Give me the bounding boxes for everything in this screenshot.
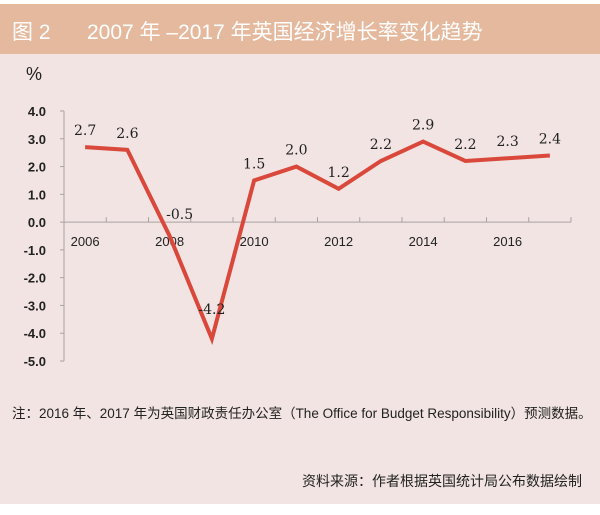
data-label: 2.7 bbox=[74, 123, 96, 139]
figure-number: 图 2 bbox=[12, 21, 51, 44]
series-line bbox=[84, 139, 551, 346]
y-tick-label: 4.0 bbox=[28, 104, 46, 119]
y-tick-label: 0.0 bbox=[28, 215, 46, 230]
chart-body bbox=[0, 54, 600, 504]
chart-note: 注：2016 年、2017 年为英国财政责任办公室（The Office for… bbox=[12, 406, 592, 421]
data-label: 2.2 bbox=[370, 137, 392, 153]
data-label: 1.2 bbox=[327, 165, 349, 181]
data-label: 2.4 bbox=[539, 131, 561, 147]
y-tick-label: -2.0 bbox=[24, 271, 46, 286]
data-label: -4.2 bbox=[198, 302, 225, 318]
line-chart: 4.0 3.0 2.0 1.0 0.0 -1.0 -2.0 -3.0 -4.0 -5.0 2006 2… bbox=[24, 104, 572, 369]
data-label: 2.9 bbox=[412, 118, 434, 134]
x-tick-label: 2014 bbox=[409, 234, 438, 249]
chart-source: 资料来源：作者根据英国统计局公布数据绘制 bbox=[302, 473, 582, 489]
y-tick-label: -5.0 bbox=[24, 354, 46, 369]
data-label: 2.2 bbox=[454, 137, 476, 153]
data-label: 2.0 bbox=[285, 143, 307, 159]
data-label: 2.6 bbox=[116, 126, 138, 142]
y-tick-label: -3.0 bbox=[24, 298, 46, 313]
y-tick-label: -1.0 bbox=[24, 243, 46, 258]
data-label: -0.5 bbox=[166, 207, 193, 223]
figure-header: 图 2 2007 年 –2017 年英国经济增长率变化趋势 bbox=[0, 4, 600, 54]
y-tick-label: 3.0 bbox=[28, 132, 46, 147]
data-label: 2.3 bbox=[496, 134, 518, 150]
data-label: 1.5 bbox=[243, 156, 265, 172]
x-tick-label: 2008 bbox=[155, 234, 184, 249]
x-tick-label: 2016 bbox=[493, 234, 522, 249]
y-tick-label: 2.0 bbox=[28, 160, 46, 175]
x-tick-label: 2012 bbox=[324, 234, 353, 249]
x-tick-label: 2006 bbox=[71, 234, 100, 249]
y-tick-label: 1.0 bbox=[28, 187, 46, 202]
y-axis-unit: % bbox=[26, 64, 43, 84]
x-tick-label: 2010 bbox=[240, 234, 269, 249]
y-tick-label: -4.0 bbox=[24, 326, 46, 341]
chart-title: 2007 年 –2017 年英国经济增长率变化趋势 bbox=[87, 21, 483, 44]
